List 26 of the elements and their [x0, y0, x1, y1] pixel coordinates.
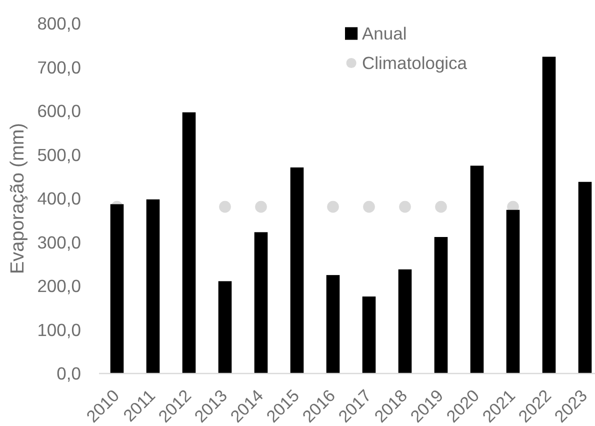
y-tick-label: 100,0: [37, 320, 82, 340]
bar: [506, 210, 520, 374]
bar: [434, 237, 448, 374]
bar: [290, 167, 304, 374]
legend-label: Anual: [362, 24, 407, 44]
y-tick-label: 400,0: [37, 188, 82, 209]
y-tick-label: 200,0: [37, 276, 82, 296]
bar: [326, 275, 340, 374]
bar: [578, 182, 592, 374]
y-tick-label: 800,0: [37, 14, 82, 34]
bar: [254, 232, 268, 374]
bar: [362, 296, 376, 374]
y-axis-title: Evaporação (mm): [8, 123, 29, 274]
y-tick-label: 500,0: [37, 144, 82, 165]
bar: [110, 204, 124, 374]
bar: [398, 269, 412, 374]
bar: [146, 199, 160, 374]
bar: [470, 166, 484, 374]
bar: [218, 281, 232, 374]
y-tick-label: 0,0: [56, 364, 82, 384]
y-tick-label: 300,0: [37, 232, 82, 252]
y-tick-label: 700,0: [37, 57, 82, 78]
y-tick-label: 600,0: [37, 101, 82, 122]
bar: [182, 112, 196, 374]
legend-label: Climatologica: [362, 53, 468, 74]
bar: [542, 56, 556, 374]
